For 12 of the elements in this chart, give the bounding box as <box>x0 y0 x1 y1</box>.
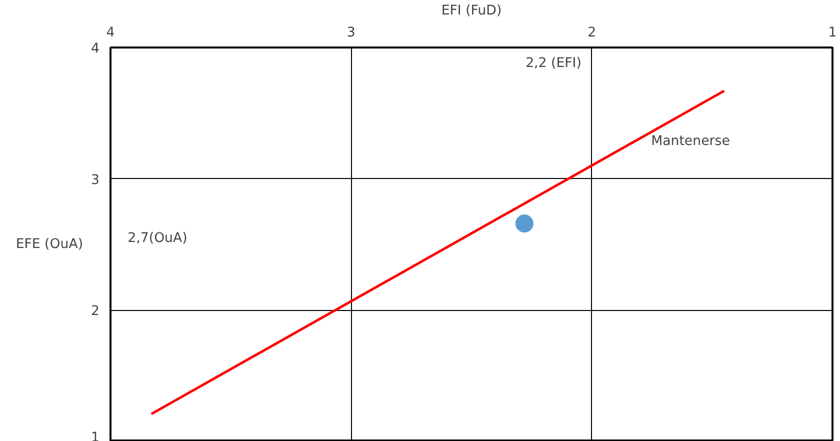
y-tick-label: 4 <box>91 42 100 56</box>
x-axis-title: EFI (FuD) <box>441 4 502 18</box>
y-axis-title: EFE (OuA) <box>16 237 84 252</box>
y-tick-label: 2 <box>91 304 100 320</box>
y-tick-label: 3 <box>91 172 100 188</box>
x-tick-label: 3 <box>346 26 356 40</box>
x-tick-label: 4 <box>106 26 115 40</box>
annotation: Mantenerse <box>651 134 730 149</box>
x-tick-label: 2 <box>588 26 596 40</box>
x-tick-label: 1 <box>828 26 837 40</box>
annotation: 2,7(OuA) <box>128 231 188 246</box>
annotation: 2,2 (EFI) <box>526 56 582 71</box>
